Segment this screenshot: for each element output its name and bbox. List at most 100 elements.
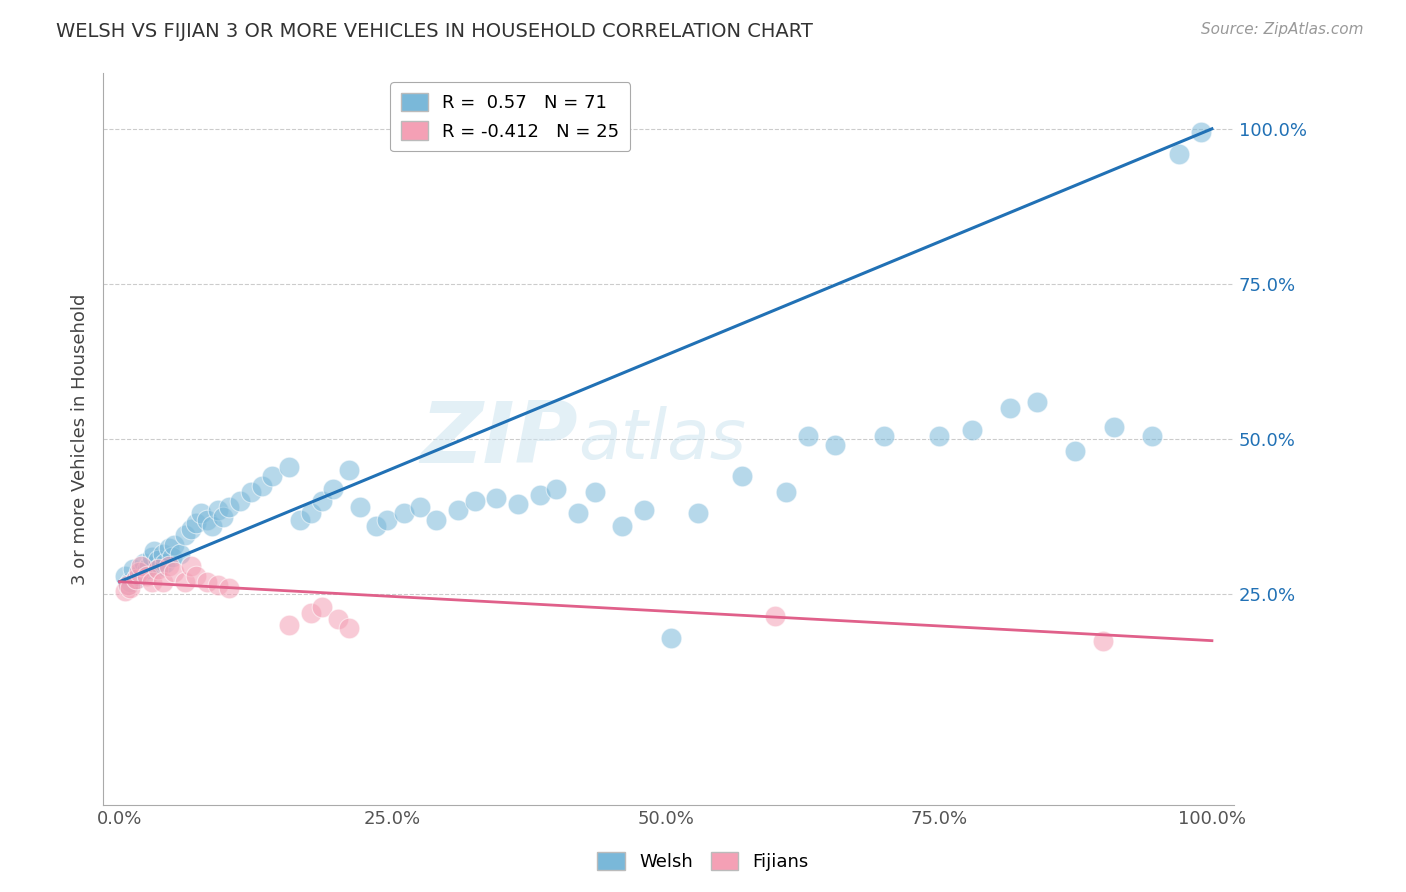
Point <box>366 519 388 533</box>
Point <box>425 513 447 527</box>
Point <box>322 482 344 496</box>
Point <box>1091 633 1114 648</box>
Point <box>207 578 229 592</box>
Point <box>195 513 218 527</box>
Point <box>392 507 415 521</box>
Text: Source: ZipAtlas.com: Source: ZipAtlas.com <box>1201 22 1364 37</box>
Point <box>146 553 169 567</box>
Point <box>141 574 163 589</box>
Point <box>1102 419 1125 434</box>
Point <box>960 423 983 437</box>
Text: atlas: atlas <box>578 406 747 473</box>
Point <box>326 612 349 626</box>
Point <box>114 568 136 582</box>
Point <box>150 559 173 574</box>
Point <box>117 578 139 592</box>
Text: WELSH VS FIJIAN 3 OR MORE VEHICLES IN HOUSEHOLD CORRELATION CHART: WELSH VS FIJIAN 3 OR MORE VEHICLES IN HO… <box>56 22 813 41</box>
Point <box>120 581 142 595</box>
Point <box>529 488 551 502</box>
Point <box>141 549 163 564</box>
Point <box>546 482 568 496</box>
Point <box>409 500 432 515</box>
Point <box>152 574 174 589</box>
Point <box>485 491 508 505</box>
Point <box>128 566 150 580</box>
Point <box>195 574 218 589</box>
Point <box>131 566 153 580</box>
Point <box>174 574 197 589</box>
Point <box>633 503 655 517</box>
Point <box>184 568 207 582</box>
Point <box>1140 429 1163 443</box>
Point <box>184 516 207 530</box>
Point <box>731 469 754 483</box>
Point <box>121 562 143 576</box>
Point <box>152 547 174 561</box>
Point <box>155 556 177 570</box>
Point <box>288 513 311 527</box>
Point <box>508 497 530 511</box>
Point <box>207 503 229 517</box>
Point <box>157 559 180 574</box>
Point <box>873 429 896 443</box>
Point <box>201 519 224 533</box>
Y-axis label: 3 or more Vehicles in Household: 3 or more Vehicles in Household <box>72 293 89 585</box>
Point <box>212 509 235 524</box>
Point <box>1064 444 1087 458</box>
Point <box>262 469 284 483</box>
Point <box>688 507 710 521</box>
Point <box>610 519 633 533</box>
Point <box>117 578 139 592</box>
Point <box>239 484 262 499</box>
Point <box>928 429 950 443</box>
Point <box>349 500 371 515</box>
Point <box>299 606 322 620</box>
Point <box>659 631 682 645</box>
Point <box>567 507 589 521</box>
Point <box>125 572 148 586</box>
Point <box>337 463 360 477</box>
Point <box>464 494 486 508</box>
Point <box>277 459 299 474</box>
Point <box>169 547 191 561</box>
Point <box>1026 394 1049 409</box>
Point <box>1189 125 1212 139</box>
Legend: R =  0.57   N = 71, R = -0.412   N = 25: R = 0.57 N = 71, R = -0.412 N = 25 <box>389 82 630 152</box>
Legend: Welsh, Fijians: Welsh, Fijians <box>591 845 815 879</box>
Point <box>218 500 240 515</box>
Point <box>190 507 212 521</box>
Point <box>583 484 606 499</box>
Point <box>138 559 160 574</box>
Point <box>160 549 183 564</box>
Point <box>311 494 333 508</box>
Point <box>447 503 470 517</box>
Point <box>337 621 360 635</box>
Point <box>277 618 299 632</box>
Point <box>163 566 186 580</box>
Point <box>132 556 155 570</box>
Point <box>125 572 148 586</box>
Point <box>1168 146 1191 161</box>
Point <box>174 528 197 542</box>
Point <box>157 541 180 555</box>
Point <box>135 562 157 576</box>
Point <box>114 584 136 599</box>
Point <box>131 559 153 574</box>
Point <box>250 478 273 492</box>
Point <box>311 599 333 614</box>
Point <box>180 522 202 536</box>
Point <box>998 401 1021 415</box>
Point <box>120 574 142 589</box>
Point <box>163 537 186 551</box>
Point <box>228 494 250 508</box>
Point <box>375 513 398 527</box>
Point <box>180 559 202 574</box>
Point <box>775 484 797 499</box>
Point <box>146 562 169 576</box>
Point <box>299 507 322 521</box>
Text: ZIP: ZIP <box>420 398 578 481</box>
Point <box>824 438 846 452</box>
Point <box>128 568 150 582</box>
Point <box>143 543 166 558</box>
Point <box>796 429 818 443</box>
